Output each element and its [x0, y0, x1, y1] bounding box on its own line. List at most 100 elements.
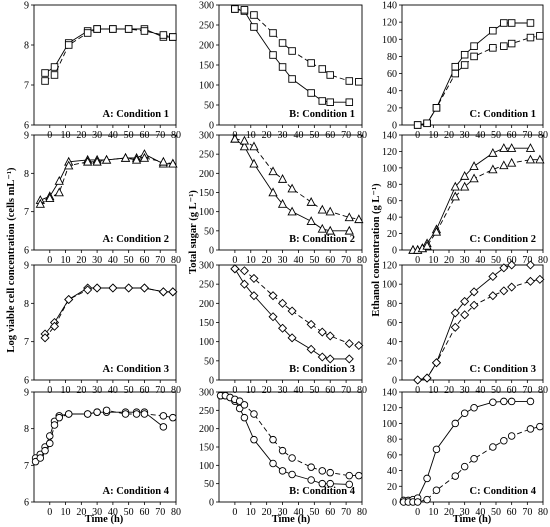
data-point [54, 175, 64, 185]
x-tick-label: 50 [124, 130, 134, 141]
data-point [499, 143, 509, 152]
y-tick-label: 8 [24, 424, 29, 435]
x-tick-label: 30 [278, 507, 288, 518]
y-tick-label: 50 [204, 226, 214, 237]
data-point [326, 479, 334, 488]
data-point [422, 240, 432, 250]
data-point [413, 498, 422, 506]
data-point [451, 69, 460, 78]
data-point [168, 287, 178, 297]
y-tick-label: 200 [199, 41, 214, 52]
data-point [288, 454, 296, 462]
data-point [413, 121, 422, 129]
y-tick-label: 80 [387, 435, 397, 446]
x-tick-label: 80 [538, 507, 548, 518]
data-point [431, 358, 442, 368]
data-point [55, 413, 63, 422]
x-tick-label: 70 [522, 507, 532, 518]
data-point [489, 26, 497, 35]
data-point [450, 181, 460, 191]
x-tick-label: 80 [171, 255, 181, 266]
data-point [278, 63, 287, 71]
data-point [50, 71, 59, 79]
data-point [489, 44, 497, 52]
data-point [344, 225, 354, 235]
y-tick-label: 300 [199, 261, 214, 272]
y-tick-label: 100 [382, 35, 397, 46]
x-tick-label: 10 [61, 385, 71, 396]
y-tick-label: 0 [392, 121, 397, 132]
x-tick-label: 10 [61, 255, 71, 266]
data-point [488, 164, 498, 174]
data-point [49, 321, 60, 331]
data-point [269, 435, 277, 444]
data-point [507, 157, 517, 167]
panel-label: A: Condition 3 [102, 364, 169, 375]
y-tick-label: 6 [24, 246, 29, 257]
data-point [526, 33, 535, 42]
panel-label: B: Condition 4 [289, 486, 356, 497]
x-tick-label: 30 [460, 507, 470, 518]
data-point [240, 6, 249, 14]
data-point [54, 187, 64, 197]
data-point [469, 173, 479, 183]
y-tick-label: 0 [392, 376, 397, 387]
x-tick-label: 40 [108, 385, 118, 396]
x-tick-label: 10 [428, 255, 438, 266]
x-tick-label: 70 [155, 507, 165, 518]
data-point [526, 397, 535, 406]
series-line-dashed [234, 8, 359, 83]
x-tick-label: 20 [262, 385, 272, 396]
data-point [139, 283, 149, 293]
data-point [317, 204, 327, 214]
plot-frame [33, 134, 177, 251]
data-point [230, 133, 240, 143]
data-point [250, 11, 258, 19]
y-tick-label: 300 [199, 388, 214, 399]
x-tick-label: 10 [246, 255, 256, 266]
data-point [64, 294, 74, 305]
data-point [344, 354, 354, 364]
x-tick-label: 30 [460, 255, 470, 266]
x-tick-label: 60 [139, 255, 149, 266]
plot-frame [218, 264, 363, 381]
plot-frame [33, 391, 177, 503]
data-point [158, 287, 168, 297]
y-tick-label: 250 [199, 406, 214, 417]
data-point [307, 476, 315, 484]
data-point [268, 312, 278, 322]
x-tick-label: 10 [246, 507, 256, 518]
data-point [450, 308, 460, 318]
x-tick-label: 80 [357, 385, 367, 396]
y-tick-label: 120 [382, 261, 397, 272]
data-point [488, 148, 498, 157]
data-point [470, 455, 478, 463]
x-tick-label: 60 [507, 507, 517, 518]
x-tick-label: 10 [61, 130, 71, 141]
x-tick-label: 70 [341, 385, 351, 396]
x-tick-label: 10 [428, 385, 438, 396]
y-axis-label-c: Ethanol concentration (g L⁻¹) [371, 183, 382, 317]
y-tick-label: 100 [382, 419, 397, 430]
panel-label: C: Condition 1 [469, 109, 536, 120]
plot-frame [401, 4, 544, 126]
data-point [325, 225, 335, 235]
data-point [423, 495, 431, 504]
x-tick-label: 20 [444, 130, 454, 141]
data-point [345, 77, 354, 85]
data-point [500, 42, 508, 50]
y-tick-label: 50 [204, 101, 214, 112]
data-point [318, 467, 327, 475]
x-tick-label: 40 [293, 130, 303, 141]
data-point [318, 479, 327, 488]
panel-label: B: Condition 3 [289, 364, 355, 375]
data-point [306, 344, 316, 354]
y-tick-label: 40 [387, 86, 397, 97]
data-point [139, 152, 150, 162]
panel-label: C: Condition 4 [469, 486, 536, 497]
y-tick-label: 100 [199, 461, 214, 472]
panel-label: C: Condition 2 [469, 234, 536, 245]
data-point [355, 78, 363, 86]
